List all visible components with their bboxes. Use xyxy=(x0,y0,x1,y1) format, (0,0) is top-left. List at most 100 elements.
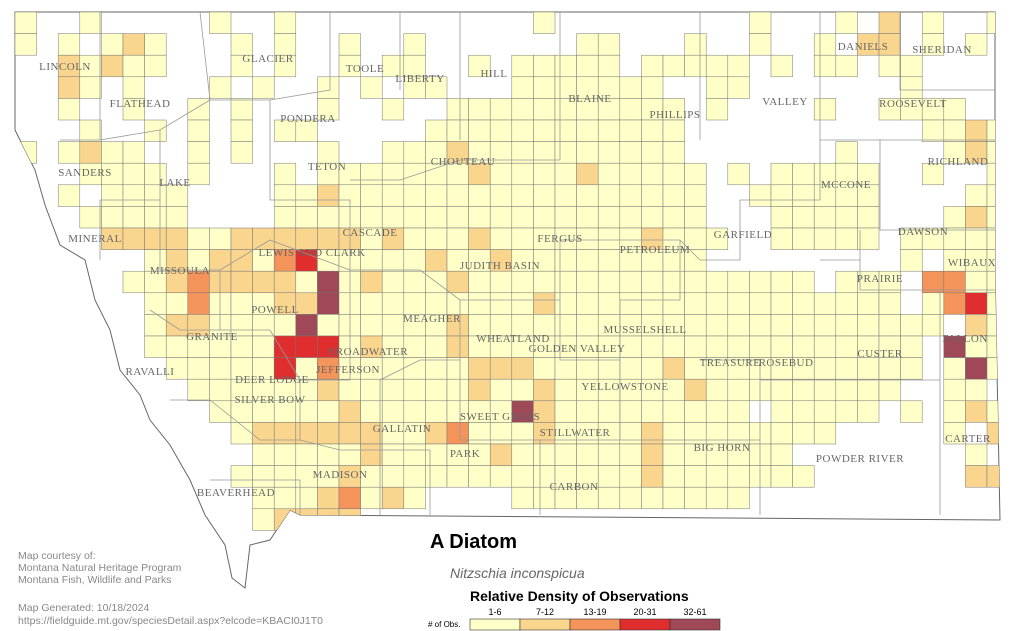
density-cell xyxy=(446,184,469,207)
density-cell xyxy=(209,249,232,272)
county-label: SANDERS xyxy=(58,167,112,179)
density-cell xyxy=(360,270,383,294)
county-label: JEFFERSON xyxy=(316,364,380,376)
density-cell xyxy=(295,206,318,229)
density-cell xyxy=(101,33,124,56)
density-cell xyxy=(813,54,837,78)
county-label: PRAIRIE xyxy=(857,273,903,285)
density-cell xyxy=(770,206,793,229)
density-cell xyxy=(792,162,815,186)
density-cell xyxy=(986,141,1000,164)
density-cell xyxy=(749,33,772,56)
density-cell xyxy=(619,465,642,488)
density-cell xyxy=(554,314,577,337)
density-cell xyxy=(317,141,340,164)
density-cell xyxy=(792,184,815,207)
county-lines xyxy=(60,11,995,515)
density-cell xyxy=(554,249,577,272)
density-cell xyxy=(122,98,145,121)
county-label: CASCADE xyxy=(343,227,398,239)
density-cell xyxy=(533,357,556,380)
density-cell xyxy=(533,292,556,315)
density-cell xyxy=(533,12,556,34)
density-cell xyxy=(554,54,577,78)
density-cell xyxy=(230,227,253,250)
density-cell xyxy=(943,357,966,380)
density-cell xyxy=(381,357,405,380)
density-cell xyxy=(209,357,232,380)
density-cell xyxy=(273,206,297,229)
density-cell xyxy=(165,335,189,358)
density-cell xyxy=(468,378,491,402)
density-cell xyxy=(727,270,750,294)
density-cell xyxy=(684,292,707,315)
county-label: BEAVERHEAD xyxy=(197,487,275,499)
density-cell xyxy=(533,54,556,78)
density-cell xyxy=(489,357,513,380)
density-cell xyxy=(144,335,167,358)
density-cell xyxy=(965,400,988,423)
density-cell xyxy=(446,119,469,142)
density-cell xyxy=(317,314,340,337)
density-cell xyxy=(252,443,275,466)
legend-class-label: 20-31 xyxy=(633,607,656,617)
density-cell xyxy=(705,76,729,99)
density-cell xyxy=(381,98,405,121)
density-cell xyxy=(770,443,793,466)
county-label: BLAINE xyxy=(568,93,611,105)
density-cell xyxy=(662,184,685,207)
density-cell xyxy=(597,443,621,466)
density-cell xyxy=(813,314,837,337)
density-cell xyxy=(986,12,1000,34)
density-cell xyxy=(338,54,361,78)
density-cell xyxy=(122,227,145,250)
density-cell xyxy=(965,33,988,56)
density-cell xyxy=(360,486,383,510)
density-cell xyxy=(533,184,556,207)
density-cell xyxy=(57,33,81,56)
density-cell xyxy=(943,270,966,294)
density-cell xyxy=(317,486,340,510)
density-cell xyxy=(857,227,880,250)
density-cell xyxy=(792,314,815,337)
density-cell xyxy=(965,270,988,294)
density-cell xyxy=(468,422,491,445)
density-cell xyxy=(79,206,102,229)
density-cell xyxy=(489,270,513,294)
density-cell xyxy=(511,443,534,466)
county-label: MCCONE xyxy=(821,179,871,191)
density-cell xyxy=(813,357,837,380)
county-label: LINCOLN xyxy=(39,61,91,73)
density-cell xyxy=(619,162,642,186)
density-cell xyxy=(597,400,621,423)
density-cell xyxy=(511,422,534,445)
density-cell xyxy=(641,335,664,358)
county-label: MUSSELSHELL xyxy=(603,324,686,336)
density-cell xyxy=(403,378,426,402)
density-cell xyxy=(1009,444,1024,466)
density-cell xyxy=(533,76,556,99)
density-cell xyxy=(727,335,750,358)
county-label: LEWIS AND CLARK xyxy=(258,247,365,259)
county-label: FLATHEAD xyxy=(110,98,171,110)
density-cell xyxy=(684,270,707,294)
county-label: RAVALLI xyxy=(126,366,175,378)
county-label: WHEATLAND xyxy=(476,333,550,345)
density-cell xyxy=(144,33,167,56)
density-cell xyxy=(403,465,426,488)
density-cell xyxy=(468,227,491,250)
density-cell xyxy=(273,508,297,531)
density-cell xyxy=(252,335,275,358)
density-cell xyxy=(813,400,837,423)
density-cell xyxy=(619,443,642,466)
density-cell xyxy=(317,76,340,99)
density-cell xyxy=(597,357,621,380)
density-cell xyxy=(122,184,145,207)
density-cell xyxy=(597,486,621,510)
density-cell xyxy=(597,184,621,207)
density-cell xyxy=(511,119,534,142)
density-cell xyxy=(727,76,750,99)
density-cell xyxy=(835,270,858,294)
density-cell xyxy=(921,314,945,337)
density-cell xyxy=(727,465,750,488)
